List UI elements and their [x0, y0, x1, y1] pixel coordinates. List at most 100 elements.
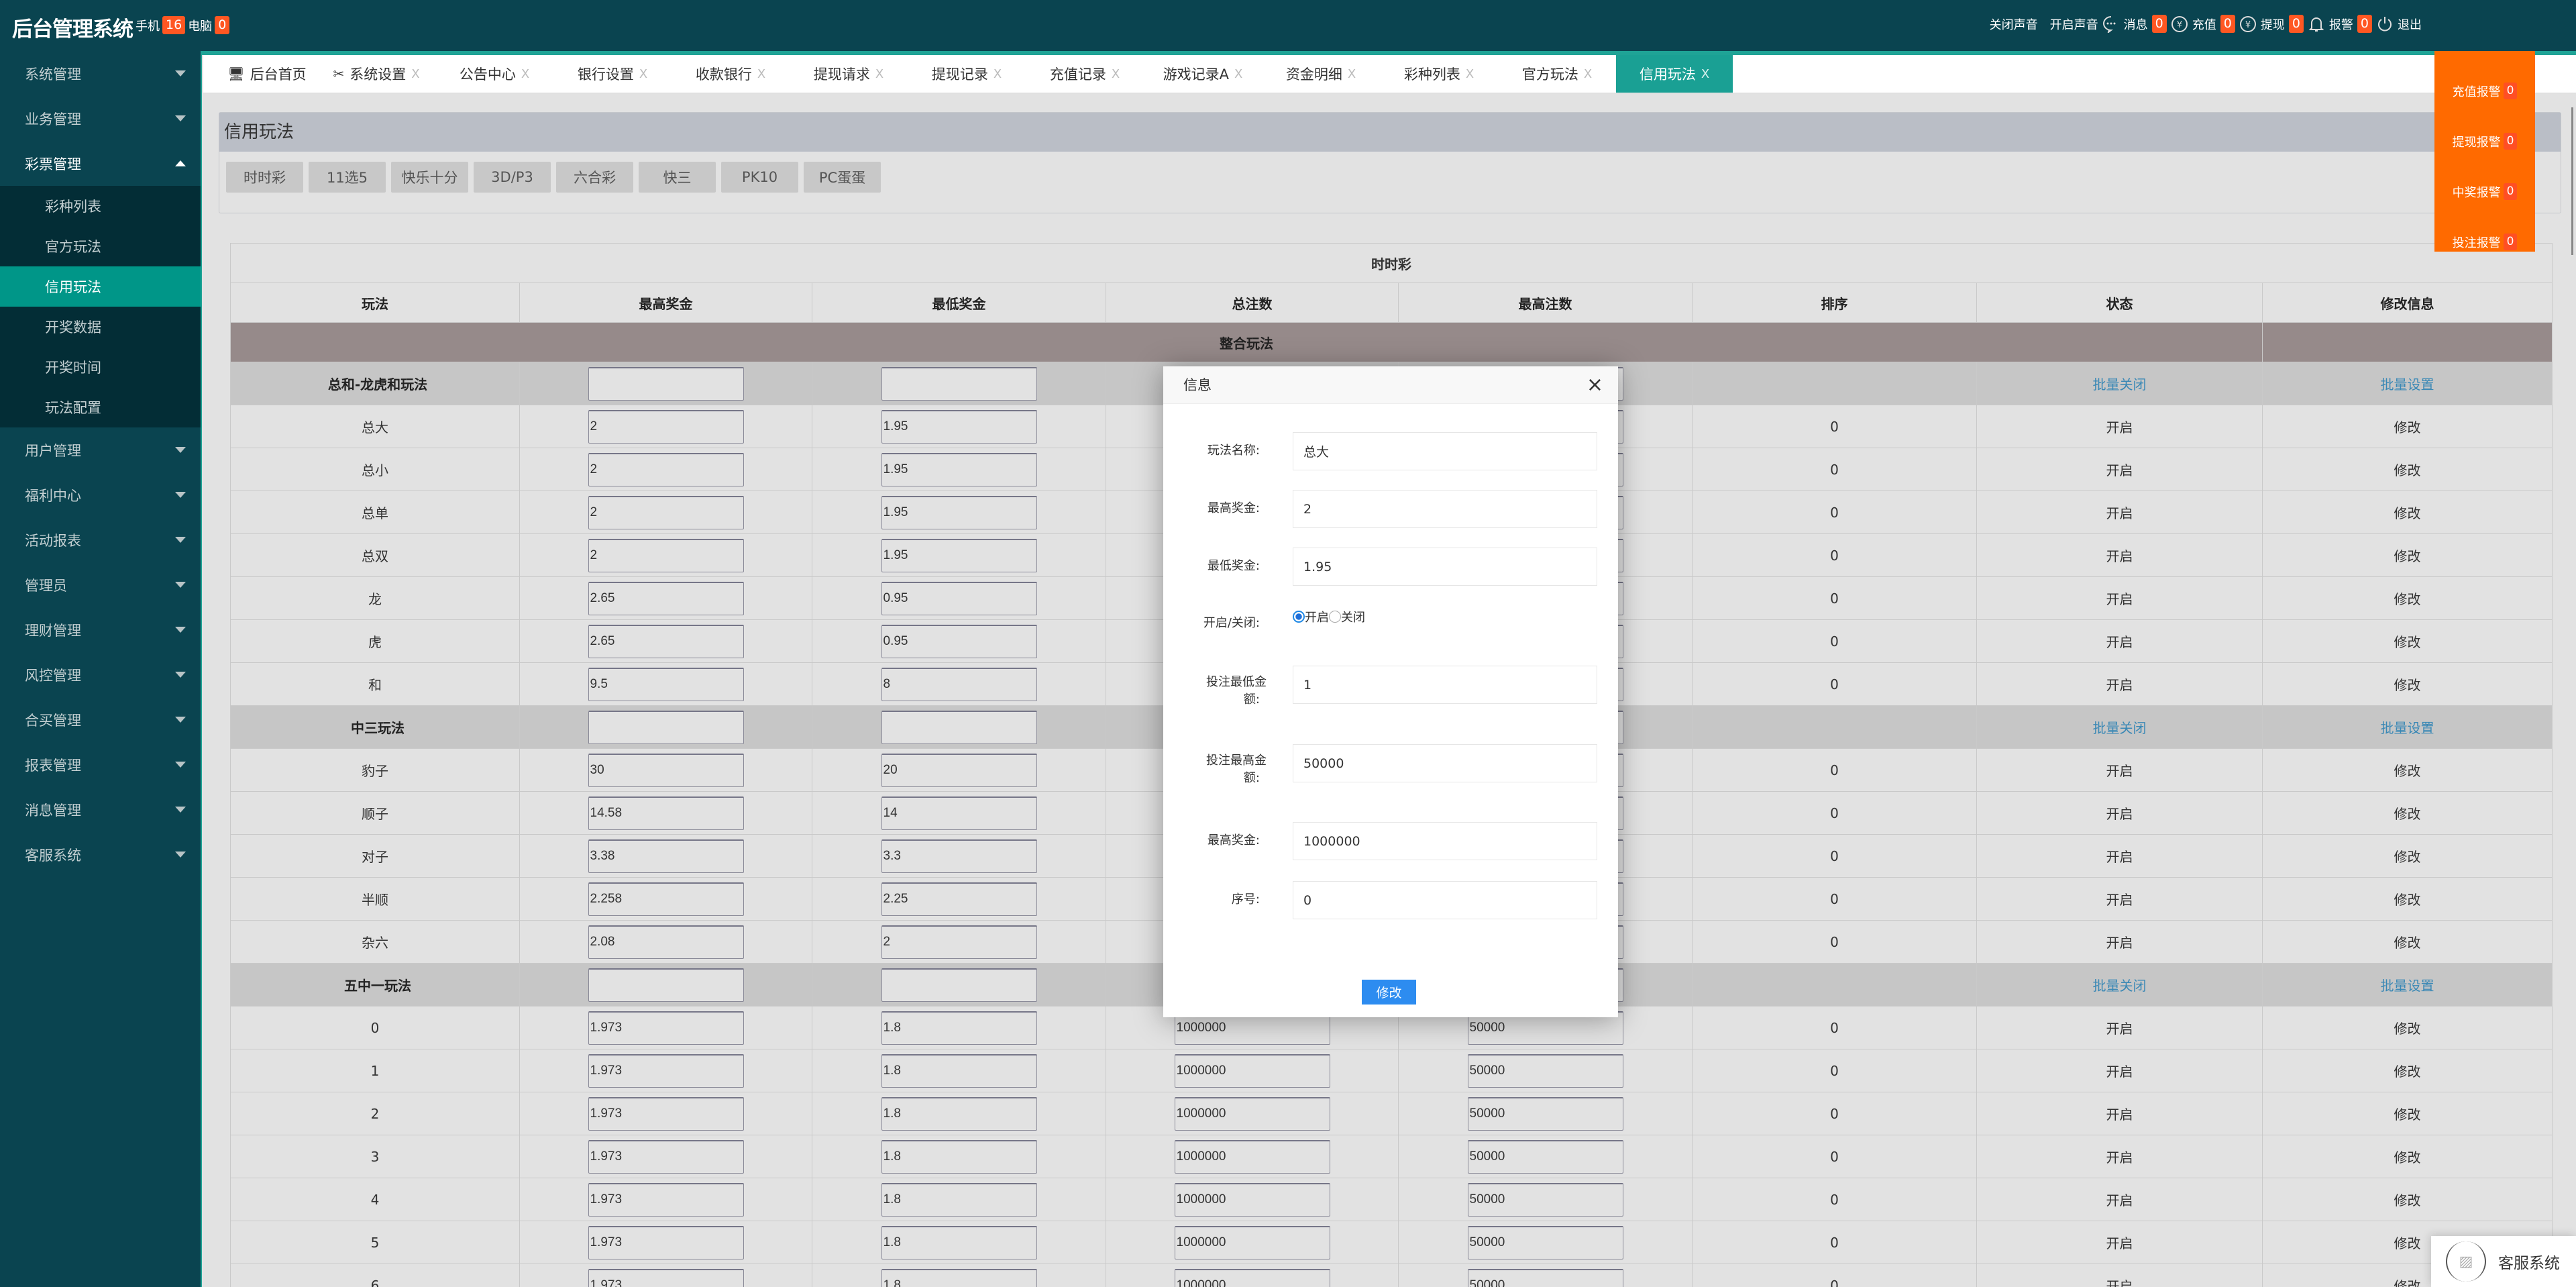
- sidebar-item[interactable]: 消息管理: [0, 787, 201, 832]
- alert-item[interactable]: 充值报警 0: [2434, 66, 2535, 116]
- sidebar-item[interactable]: 福利中心: [0, 472, 201, 517]
- total-bets-input[interactable]: [1174, 1139, 1330, 1174]
- edit-link[interactable]: 修改: [2262, 791, 2553, 835]
- min-prize-input[interactable]: [881, 538, 1037, 572]
- withdraw-yuan-icon[interactable]: ¥: [2239, 15, 2257, 33]
- status-toggle-link[interactable]: 开启: [1976, 748, 2263, 792]
- min-prize-input[interactable]: [881, 753, 1037, 787]
- status-toggle-link[interactable]: 开启: [1976, 662, 2263, 706]
- tab[interactable]: 提现记录 X: [908, 55, 1026, 93]
- group-min-prize-input[interactable]: [881, 366, 1037, 401]
- tab[interactable]: 游戏记录A X: [1144, 55, 1262, 93]
- max-bet-input[interactable]: [1293, 744, 1597, 782]
- lottery-type-button[interactable]: 11选5: [309, 162, 386, 193]
- edit-link[interactable]: 修改: [2262, 877, 2553, 921]
- sidebar-item[interactable]: 管理员: [0, 562, 201, 607]
- batch-close-link[interactable]: 批量关闭: [1976, 362, 2263, 405]
- max-prize-input[interactable]: [588, 667, 744, 701]
- sound-on-button[interactable]: 开启声音: [2049, 17, 2098, 32]
- tab-close-icon[interactable]: X: [639, 66, 648, 81]
- edit-link[interactable]: 修改: [2262, 662, 2553, 706]
- tab-close-icon[interactable]: X: [411, 66, 420, 81]
- min-prize-input[interactable]: [881, 495, 1037, 529]
- sidebar-subitem[interactable]: 玩法配置: [45, 400, 101, 416]
- tab[interactable]: 提现请求 X: [790, 55, 908, 93]
- sidebar-item[interactable]: 活动报表: [0, 517, 201, 562]
- tab[interactable]: 资金明细 X: [1262, 55, 1380, 93]
- min-prize-input[interactable]: [881, 1139, 1037, 1174]
- power-icon[interactable]: [2376, 15, 2394, 33]
- max-prize-input[interactable]: [588, 624, 744, 658]
- status-toggle-link[interactable]: 开启: [1976, 491, 2263, 534]
- min-prize-input[interactable]: [881, 409, 1037, 444]
- status-toggle-link[interactable]: 开启: [1976, 576, 2263, 620]
- status-toggle-link[interactable]: 开启: [1976, 1221, 2263, 1264]
- withdraw-label[interactable]: 提现: [2260, 17, 2285, 32]
- recharge-yuan-icon[interactable]: ¥: [2171, 15, 2188, 33]
- batch-set-link[interactable]: 批量设置: [2262, 705, 2553, 749]
- max-prize-input[interactable]: [588, 409, 744, 444]
- logout-button[interactable]: 退出: [2398, 17, 2422, 32]
- min-prize-input[interactable]: [881, 1053, 1037, 1088]
- max-prize-input[interactable]: [588, 495, 744, 529]
- max-bets-input[interactable]: [1467, 1268, 1623, 1287]
- sidebar-subitem[interactable]: 彩种列表: [45, 199, 101, 215]
- recharge-label[interactable]: 充值: [2192, 17, 2216, 32]
- close-icon[interactable]: ×: [1586, 373, 1603, 397]
- lottery-type-button[interactable]: 时时彩: [226, 162, 303, 193]
- name-input[interactable]: [1293, 432, 1597, 470]
- tab[interactable]: 官方玩法 X: [1498, 55, 1616, 93]
- status-toggle-link[interactable]: 开启: [1976, 1178, 2263, 1221]
- edit-link[interactable]: 修改: [2262, 1221, 2553, 1264]
- edit-link[interactable]: 修改: [2262, 834, 2553, 878]
- tab[interactable]: ✂ 系统设置 X: [317, 55, 435, 93]
- edit-link[interactable]: 修改: [2262, 491, 2553, 534]
- min-prize-input[interactable]: [881, 839, 1037, 873]
- max-bets-input[interactable]: [1467, 1053, 1623, 1088]
- status-toggle-link[interactable]: 开启: [1976, 1049, 2263, 1092]
- group-max-prize-input[interactable]: [588, 968, 744, 1002]
- max-prize-input[interactable]: [588, 925, 744, 959]
- batch-set-link[interactable]: 批量设置: [2262, 963, 2553, 1007]
- edit-link[interactable]: 修改: [2262, 748, 2553, 792]
- max-prize-input[interactable]: [588, 882, 744, 916]
- sound-off-button[interactable]: 关闭声音: [1989, 17, 2038, 32]
- status-toggle-link[interactable]: 开启: [1976, 920, 2263, 964]
- sidebar-item[interactable]: 风控管理: [0, 652, 201, 697]
- batch-close-link[interactable]: 批量关闭: [1976, 963, 2263, 1007]
- scrollbar[interactable]: [2571, 107, 2573, 255]
- tab[interactable]: 信用玩法 X: [1616, 55, 1733, 93]
- lottery-type-button[interactable]: 快三: [639, 162, 716, 193]
- min-prize-input[interactable]: [881, 882, 1037, 916]
- batch-close-link[interactable]: 批量关闭: [1976, 705, 2263, 749]
- min-prize-input[interactable]: [1293, 548, 1597, 586]
- min-prize-input[interactable]: [881, 667, 1037, 701]
- max-prize-input[interactable]: [1293, 490, 1597, 528]
- max-bets-input[interactable]: [1467, 1182, 1623, 1217]
- edit-link[interactable]: 修改: [2262, 405, 2553, 448]
- tab[interactable]: 彩种列表 X: [1380, 55, 1498, 93]
- edit-link[interactable]: 修改: [2262, 1135, 2553, 1178]
- edit-link[interactable]: 修改: [2262, 1049, 2553, 1092]
- max-prize-input[interactable]: [588, 1268, 744, 1287]
- edit-link[interactable]: 修改: [2262, 619, 2553, 663]
- min-prize-input[interactable]: [881, 796, 1037, 830]
- min-prize-input[interactable]: [881, 1225, 1037, 1259]
- tab-close-icon[interactable]: X: [1234, 66, 1243, 81]
- tab-close-icon[interactable]: X: [1465, 66, 1474, 81]
- sidebar-item[interactable]: 合买管理: [0, 697, 201, 742]
- edit-link[interactable]: 修改: [2262, 576, 2553, 620]
- tab-close-icon[interactable]: X: [521, 66, 530, 81]
- tab-close-icon[interactable]: X: [993, 66, 1002, 81]
- min-bet-input[interactable]: [1293, 666, 1597, 704]
- total-bets-input[interactable]: [1174, 1096, 1330, 1131]
- sidebar-subitem[interactable]: 开奖时间: [45, 360, 101, 376]
- tab[interactable]: 收款银行 X: [672, 55, 790, 93]
- lottery-type-button[interactable]: 六合彩: [556, 162, 633, 193]
- status-toggle-link[interactable]: 开启: [1976, 405, 2263, 448]
- min-prize-input[interactable]: [881, 581, 1037, 615]
- lottery-type-button[interactable]: 快乐十分: [391, 162, 468, 193]
- bell-icon[interactable]: [2308, 15, 2325, 33]
- tab-close-icon[interactable]: X: [1111, 66, 1120, 81]
- sidebar-subitem[interactable]: 信用玩法: [0, 266, 201, 307]
